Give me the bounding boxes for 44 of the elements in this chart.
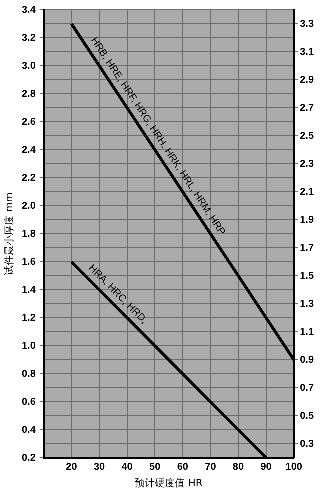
y2-tick-label: 0.5 bbox=[300, 410, 314, 422]
y2-tick-label: 2.5 bbox=[300, 130, 314, 142]
y2-tick-label: 2.1 bbox=[300, 186, 314, 198]
y-tick-label: 2.0 bbox=[22, 200, 36, 212]
y2-tick-label: 1.3 bbox=[300, 298, 314, 310]
y-tick-label: 1.8 bbox=[22, 228, 36, 240]
x-tick-label: 70 bbox=[205, 462, 217, 473]
y-tick-label: 0.4 bbox=[22, 424, 36, 436]
x-tick-label: 100 bbox=[286, 462, 303, 473]
x-tick-label: 80 bbox=[232, 462, 244, 473]
x-tick-label: 40 bbox=[122, 462, 134, 473]
y2-tick-label: 0.3 bbox=[300, 438, 314, 450]
y2-tick-label: 3.3 bbox=[300, 18, 314, 30]
y2-tick-label: 2.7 bbox=[300, 102, 314, 114]
y-tick-label: 0.2 bbox=[22, 452, 36, 464]
y2-tick-label: 0.7 bbox=[300, 382, 314, 394]
y-tick-label: 2.6 bbox=[22, 116, 36, 128]
x-tick-label: 20 bbox=[66, 462, 78, 473]
y2-tick-label: 2.9 bbox=[300, 74, 314, 86]
y2-tick-label: 0.9 bbox=[300, 354, 314, 366]
y-tick-label: 2.2 bbox=[22, 172, 36, 184]
y-axis-title: 试件最小厚度 mm bbox=[4, 192, 16, 276]
y-tick-label: 0.6 bbox=[22, 396, 36, 408]
y2-tick-label: 2.3 bbox=[300, 158, 314, 170]
y2-tick-label: 1.7 bbox=[300, 242, 314, 254]
y-tick-label: 2.4 bbox=[22, 144, 36, 156]
y-tick-label: 3.4 bbox=[22, 4, 36, 16]
y-tick-label: 2.8 bbox=[22, 88, 36, 100]
y-tick-label: 1.6 bbox=[22, 256, 36, 268]
y-tick-label: 1.4 bbox=[22, 284, 36, 296]
y-tick-label: 3.2 bbox=[22, 32, 36, 44]
y2-tick-label: 1.5 bbox=[300, 270, 314, 282]
x-tick-label: 50 bbox=[150, 462, 162, 473]
x-tick-label: 30 bbox=[94, 462, 106, 473]
y-tick-label: 1.0 bbox=[22, 340, 36, 352]
y2-tick-label: 3.1 bbox=[300, 46, 314, 58]
y2-tick-label: 1.1 bbox=[300, 326, 314, 338]
x-axis-title: 预计硬度值 HR bbox=[135, 478, 203, 490]
y-tick-label: 0.8 bbox=[22, 368, 36, 380]
y-tick-label: 1.2 bbox=[22, 312, 36, 324]
x-tick-label: 60 bbox=[177, 462, 189, 473]
y-tick-label: 3.0 bbox=[22, 60, 36, 72]
y2-tick-label: 1.9 bbox=[300, 214, 314, 226]
x-tick-label: 90 bbox=[260, 462, 272, 473]
